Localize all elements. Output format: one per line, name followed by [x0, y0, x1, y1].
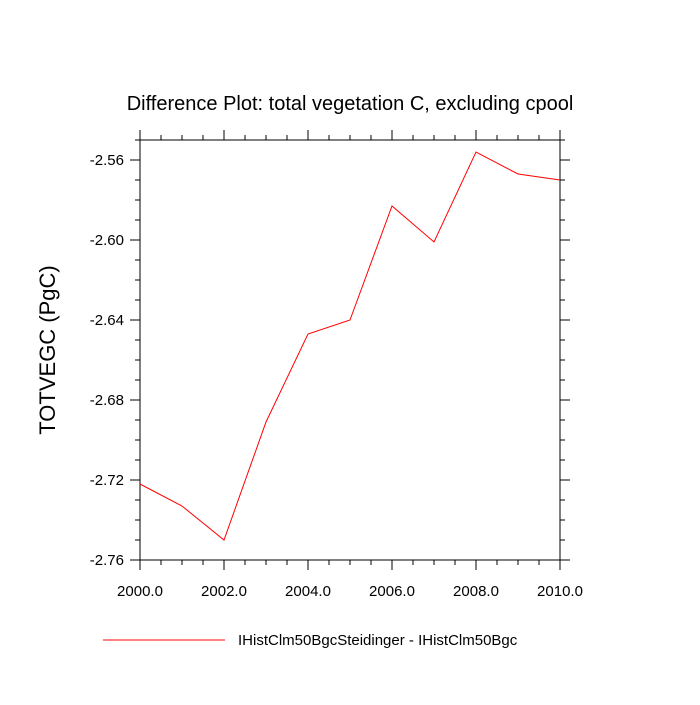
- y-tick-label: -2.76: [90, 552, 124, 569]
- legend-label: IHistClm50BgcSteidinger - IHistClm50Bgc: [238, 632, 518, 649]
- x-tick-label: 2002.0: [201, 583, 247, 600]
- y-tick-label: -2.72: [90, 472, 124, 489]
- x-tick-label: 2000.0: [117, 583, 163, 600]
- x-tick-label: 2010.0: [537, 583, 583, 600]
- series-line: [139, 151, 561, 541]
- y-tick-label: -2.56: [90, 152, 124, 169]
- axis-ticks: [130, 130, 570, 570]
- x-tick-label: 2006.0: [369, 583, 415, 600]
- series-layer: [139, 151, 561, 541]
- y-tick-label: -2.60: [90, 232, 124, 249]
- y-tick-label: -2.68: [90, 392, 124, 409]
- y-tick-label: -2.64: [90, 312, 124, 329]
- axis-tick-labels: 2000.0 2002.0 2004.0 2006.0 2008.0 2010.0 -2.7…: [90, 152, 583, 600]
- x-tick-label: 2004.0: [285, 583, 331, 600]
- x-tick-label: 2008.0: [453, 583, 499, 600]
- y-axis-label: TOTVEGC (PgC): [35, 265, 60, 435]
- legend: IHistClm50BgcSteidinger - IHistClm50Bgc: [103, 632, 518, 649]
- chart-title: Difference Plot: total vegetation C, exc…: [127, 93, 574, 115]
- plot-frame: [139, 139, 561, 561]
